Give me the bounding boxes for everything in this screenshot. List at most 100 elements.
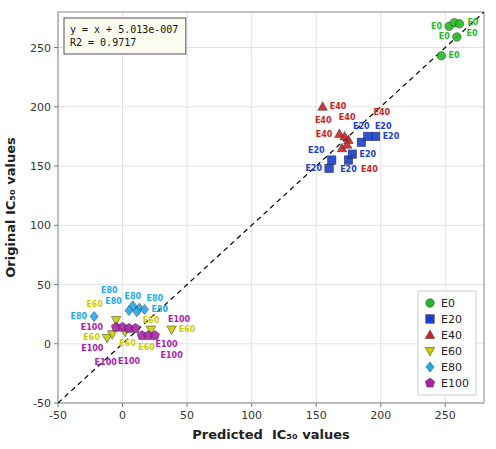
y-tick (54, 47, 58, 48)
x-tick-label: 50 (180, 409, 194, 422)
y-tick-label: 250 (30, 42, 51, 55)
y-grid-line (58, 284, 484, 285)
legend-label: E80 (441, 361, 462, 374)
x-tick-label: 100 (241, 409, 262, 422)
point-label: E40 (330, 102, 347, 111)
point-label: E40 (316, 130, 333, 139)
y-tick-label: -50 (33, 397, 51, 410)
grid (58, 12, 484, 403)
legend-label: E0 (441, 297, 455, 310)
point-label: E80 (70, 312, 87, 321)
point (167, 326, 177, 335)
x-tick (316, 403, 317, 407)
equation-frame (64, 18, 186, 54)
legend-label: E60 (441, 345, 462, 358)
legend-frame (418, 291, 476, 395)
point-labels: E0E0E0E0E0E20E20E20E20E20E20E20E40E40E40… (70, 18, 478, 367)
point-label: E20 (383, 132, 400, 141)
point-label: E40 (361, 165, 378, 174)
point-label: E0 (431, 22, 442, 31)
y-tick-label: 100 (30, 219, 51, 232)
point-label: E100 (118, 357, 141, 366)
y-tick (54, 106, 58, 107)
point (327, 156, 336, 165)
point (133, 307, 141, 317)
x-grid-line (251, 12, 252, 403)
point (140, 304, 148, 314)
point-label: E40 (315, 116, 332, 125)
point (371, 132, 380, 141)
point (364, 132, 373, 141)
point-label: E60 (86, 300, 103, 309)
y-grid-line (58, 106, 484, 107)
y-tick (54, 343, 58, 344)
point-label: E20 (340, 165, 357, 174)
x-tick-label: -50 (49, 409, 67, 422)
x-tick (251, 403, 252, 407)
x-tick (122, 403, 123, 407)
point (325, 164, 334, 173)
point-label: E0 (467, 18, 478, 27)
point (348, 150, 357, 159)
point-label: E60 (143, 316, 160, 325)
y-tick-label: 200 (30, 101, 51, 114)
point (318, 102, 328, 111)
y-tick-label: 150 (30, 160, 51, 173)
point-label: E80 (125, 292, 142, 301)
point (90, 312, 98, 322)
x-axis-label: Predicted IC₅₀ values (192, 427, 350, 442)
y-tick (54, 225, 58, 226)
x-grid-line (380, 12, 381, 403)
chart: -50050100150200250-50050100150200250Pred… (0, 0, 496, 449)
y-tick-label: 0 (44, 338, 51, 351)
equation-box: y = x + 5.013e-007R2 = 0.9717 (64, 18, 186, 54)
y-grid-line (58, 166, 484, 167)
point-label: E100 (155, 340, 178, 349)
point-label: E100 (161, 351, 184, 360)
legend-label: E100 (441, 377, 469, 390)
x-tick-label: 0 (119, 409, 126, 422)
x-tick-label: 200 (370, 409, 391, 422)
point-label: E100 (168, 315, 191, 324)
point-label: E80 (101, 286, 118, 295)
y-tick (54, 403, 58, 404)
x-grid-line (187, 12, 188, 403)
point-label: E40 (339, 113, 356, 122)
point-label: E80 (105, 297, 122, 306)
legend-marker (426, 315, 435, 324)
point (453, 33, 462, 42)
x-tick-label: 250 (435, 409, 456, 422)
legend-label: E40 (441, 329, 462, 342)
point-label: E100 (95, 358, 118, 367)
x-grid-line (316, 12, 317, 403)
legend-marker (426, 299, 435, 308)
point (107, 331, 117, 340)
equation-text: y = x + 5.013e-007 (70, 24, 178, 35)
point-label: E20 (353, 122, 370, 131)
legend-marker (425, 348, 435, 357)
y-axis-label: Original IC₅₀ values (3, 137, 18, 278)
legend-label: E20 (441, 313, 462, 326)
point (455, 20, 464, 29)
point-label: E0 (448, 51, 459, 60)
x-tick (58, 403, 59, 407)
point-label: E60 (179, 325, 196, 334)
point-label: E60 (119, 339, 136, 348)
x-tick (380, 403, 381, 407)
point-label: E0 (467, 29, 478, 38)
point-label: E40 (374, 108, 391, 117)
point (131, 323, 141, 332)
point (150, 330, 160, 339)
x-tick-label: 150 (306, 409, 327, 422)
plot-area (58, 12, 484, 403)
point-label: E80 (146, 294, 163, 303)
legend-marker (425, 330, 435, 339)
point-label: E60 (83, 333, 100, 342)
y-grid-line (58, 225, 484, 226)
plot-frame (58, 12, 484, 403)
point-label: E60 (138, 343, 155, 352)
point-label: E100 (81, 323, 104, 332)
point (342, 140, 352, 149)
x-tick (187, 403, 188, 407)
legend-marker (426, 362, 434, 372)
